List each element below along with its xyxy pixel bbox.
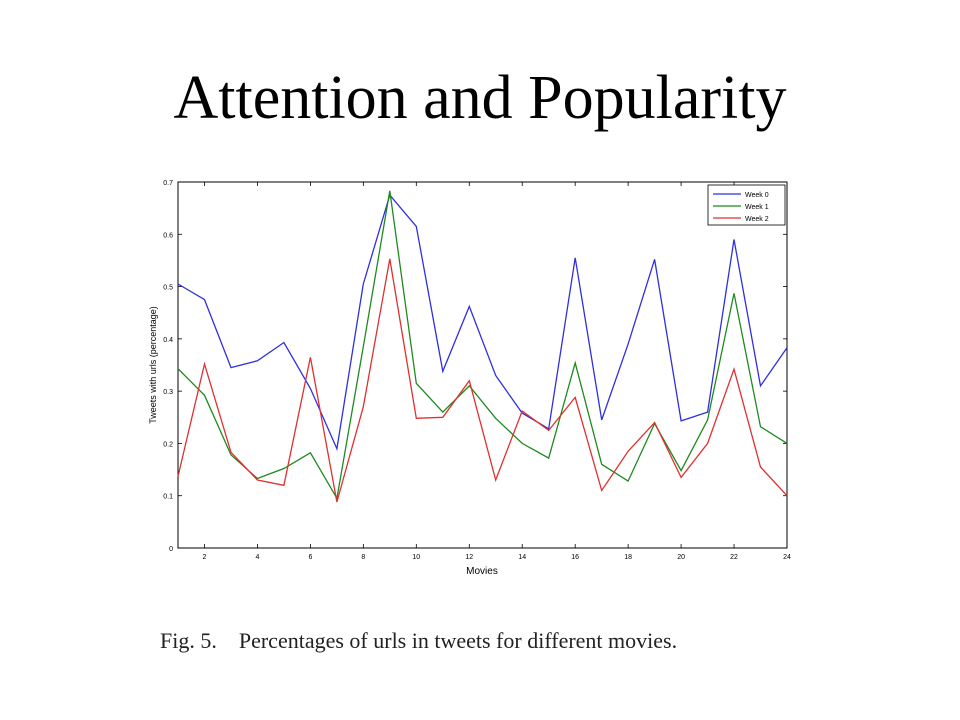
x-tick-label: 24 bbox=[783, 554, 791, 561]
y-tick-label: 0.5 bbox=[163, 285, 173, 292]
line-chart: 00.10.20.30.40.50.60.7 2 4 6 8 10 12 14 16 18 20 2… bbox=[148, 180, 791, 577]
series-line-week-0 bbox=[177, 193, 788, 451]
x-tick-label: 20 bbox=[677, 554, 685, 561]
figure-caption-text: Percentages of urls in tweets for differ… bbox=[238, 628, 678, 653]
x-tick-label: 12 bbox=[465, 554, 473, 561]
x-tick-label: 18 bbox=[624, 554, 632, 561]
x-tick-label: 16 bbox=[571, 554, 579, 561]
legend-label-week-2: Week 2 bbox=[745, 216, 769, 223]
x-tick-label: 22 bbox=[730, 554, 738, 561]
figure-caption: Fig. 5. Percentages of urls in tweets for… bbox=[160, 628, 860, 654]
legend: Week 0 Week 1 Week 2 bbox=[707, 184, 786, 226]
x-tick-label: 14 bbox=[518, 554, 526, 561]
y-tick-label: 0.4 bbox=[163, 337, 173, 344]
y-tick-label: 0 bbox=[169, 546, 173, 553]
series-line-week-1 bbox=[177, 190, 788, 501]
legend-label-week-1: Week 1 bbox=[745, 204, 769, 211]
series-lines bbox=[177, 190, 788, 503]
y-tick-label: 0.2 bbox=[163, 441, 173, 448]
x-tick-label: 8 bbox=[361, 554, 365, 561]
x-tick-label: 6 bbox=[308, 554, 312, 561]
slide-title: Attention and Popularity bbox=[173, 64, 787, 132]
y-tick-label: 0.6 bbox=[163, 232, 173, 239]
legend-label-week-0: Week 0 bbox=[745, 192, 769, 199]
x-tick-label: 10 bbox=[412, 554, 420, 561]
x-tick-label: 2 bbox=[203, 554, 207, 561]
y-tick-label: 0.7 bbox=[163, 180, 173, 187]
y-tick-label: 0.1 bbox=[163, 494, 173, 501]
x-axis-ticks: 2 4 6 8 10 12 14 16 18 20 22 24 bbox=[203, 182, 791, 561]
y-tick-label: 0.3 bbox=[163, 389, 173, 396]
series-line-week-2 bbox=[177, 258, 788, 503]
y-axis-label: Tweets with urls (percentage) bbox=[148, 306, 158, 424]
x-axis-label: Movies bbox=[466, 566, 498, 577]
plot-area bbox=[177, 181, 788, 549]
x-tick-label: 4 bbox=[255, 554, 259, 561]
figure-label: Fig. 5. bbox=[160, 628, 217, 653]
